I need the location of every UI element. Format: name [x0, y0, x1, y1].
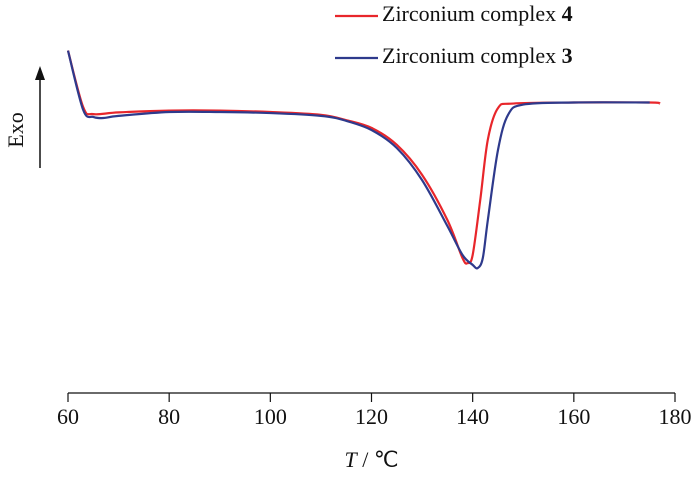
legend-label: Zirconium complex 4 — [382, 1, 573, 26]
x-tick-label: 100 — [254, 404, 287, 429]
y-arrow-head — [35, 66, 45, 80]
x-tick-label: 120 — [355, 404, 388, 429]
x-axis-label: T / ℃ — [344, 447, 398, 472]
x-tick-label: 60 — [57, 404, 79, 429]
y-axis-label-group — [35, 66, 45, 168]
x-tick-label: 180 — [659, 404, 692, 429]
data-line — [66, 50, 661, 265]
x-tick-label: 80 — [158, 404, 180, 429]
x-tick-label: 140 — [456, 404, 489, 429]
x-tick-label: 160 — [557, 404, 590, 429]
y-axis-label: Exo — [3, 112, 28, 147]
legend-label: Zirconium complex 3 — [382, 43, 573, 68]
data-line — [66, 50, 650, 270]
